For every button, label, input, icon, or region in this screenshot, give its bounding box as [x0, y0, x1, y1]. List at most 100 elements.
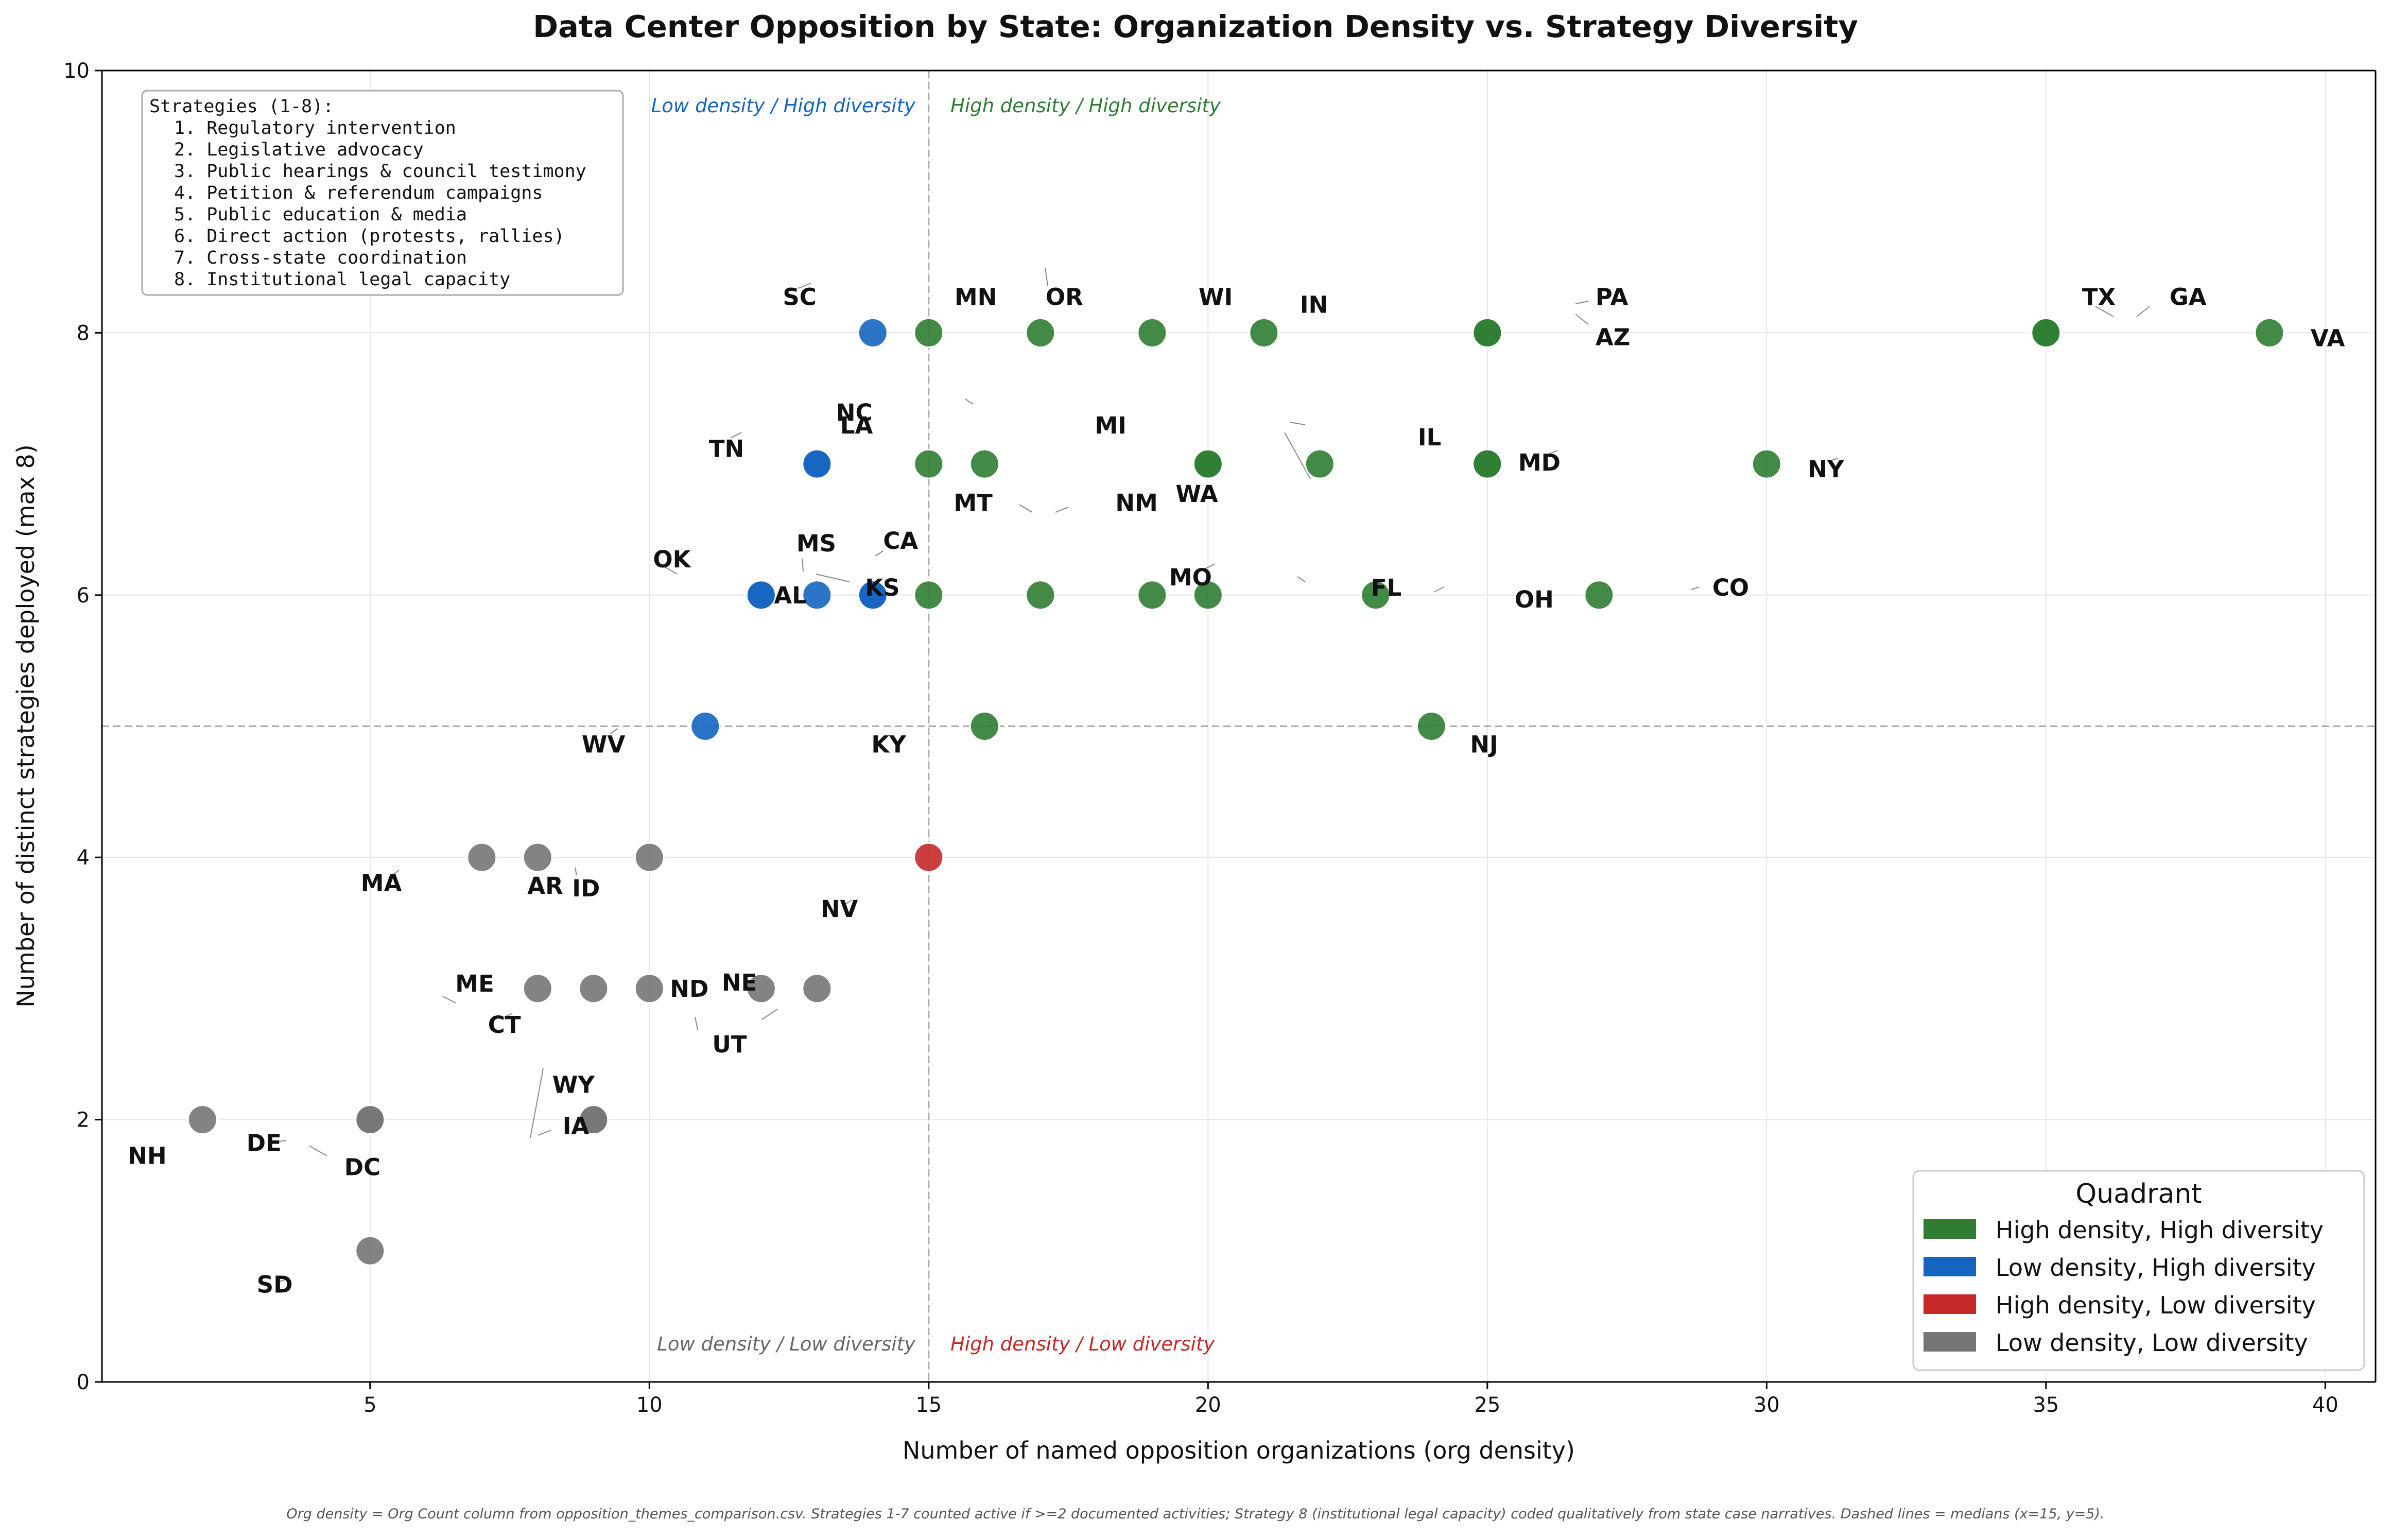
state-label: PA — [1596, 283, 1628, 310]
state-label: ND — [670, 975, 708, 1002]
leader-line — [1019, 504, 1033, 513]
leader-line — [2095, 306, 2114, 317]
state-label: MT — [954, 489, 993, 516]
leader-line — [761, 1009, 778, 1020]
leader-lines — [275, 267, 2150, 1283]
state-label: VA — [2311, 324, 2345, 352]
leader-line — [308, 1145, 327, 1156]
legend-swatch-ll — [1924, 1332, 1976, 1352]
state-label: CO — [1712, 574, 1749, 601]
state-label: WA — [1175, 480, 1218, 508]
legend-label-hl: High density, Low diversity — [1996, 1291, 2316, 1319]
state-label: AZ — [1596, 323, 1630, 351]
state-label: IN — [1300, 291, 1328, 318]
leader-line — [530, 1068, 544, 1138]
state-label: OK — [653, 546, 691, 573]
data-points — [187, 317, 2285, 1266]
point-md — [1472, 448, 1503, 479]
point-nv — [913, 842, 944, 873]
quadrant-label-top-right: High density / High diversity — [950, 95, 1221, 117]
x-tick-label: 15 — [915, 1393, 942, 1417]
strategy-item: 2. Legislative advocacy — [174, 140, 424, 160]
median-lines — [102, 71, 2376, 1382]
legend-label-lh: Low density, High diversity — [1996, 1254, 2316, 1282]
state-label: AR — [527, 872, 563, 899]
chart-title: Data Center Opposition by State: Organiz… — [533, 9, 1858, 44]
leader-line — [695, 1016, 698, 1030]
leader-line — [275, 1140, 286, 1143]
leader-line — [442, 996, 456, 1003]
leader-line — [798, 283, 811, 289]
leader-line — [841, 899, 853, 907]
state-label: NY — [1808, 456, 1845, 483]
point-ny — [1751, 448, 1782, 479]
point-ct — [578, 973, 609, 1004]
point-ut — [746, 973, 776, 1004]
axis-lines — [101, 70, 2377, 1383]
leader-line — [1045, 267, 1048, 286]
legend-label-hh: High density, High diversity — [1996, 1216, 2324, 1244]
state-label: OR — [1046, 283, 1083, 310]
y-axis-ticks: 0 2 4 6 8 10 — [63, 59, 102, 1394]
point-wi — [1137, 317, 1168, 348]
point-co — [1584, 580, 1615, 611]
state-label: ME — [455, 970, 494, 997]
quadrant-label-bottom-left: Low density / Low diversity — [657, 1333, 916, 1355]
state-label: UT — [712, 1031, 747, 1058]
y-tick-label: 0 — [77, 1371, 90, 1394]
leader-line — [1830, 458, 1839, 461]
state-label: SC — [783, 283, 816, 310]
point-sd — [355, 1235, 386, 1266]
state-label: LA — [840, 412, 873, 439]
point-or — [1025, 317, 1056, 348]
legend-swatch-lh — [1924, 1257, 1976, 1276]
point-ma — [466, 842, 497, 873]
state-label: TX — [2082, 283, 2116, 310]
point-nd — [634, 973, 665, 1004]
point-nh — [187, 1104, 218, 1135]
point-al — [746, 580, 776, 611]
strategies-box-title: Strategies (1-8): — [149, 96, 334, 117]
leader-line — [1433, 586, 1445, 593]
state-label: MA — [361, 870, 402, 897]
leader-line — [501, 1013, 513, 1019]
point-nj — [1416, 711, 1447, 741]
state-label: WV — [582, 731, 626, 758]
x-tick-label: 10 — [636, 1393, 663, 1417]
point-mo2 — [1192, 580, 1223, 611]
leader-line — [538, 1130, 551, 1136]
point-ky — [969, 711, 1000, 741]
state-label: NM — [1115, 489, 1157, 516]
y-tick-label: 2 — [77, 1109, 90, 1132]
point-mn — [913, 317, 944, 348]
x-tick-label: 40 — [2312, 1393, 2338, 1417]
state-label: KY — [871, 731, 907, 758]
state-label: IA — [563, 1113, 590, 1140]
state-label: NH — [128, 1143, 166, 1170]
legend-title: Quadrant — [2075, 1179, 2202, 1209]
state-label: MO — [1169, 564, 1212, 591]
leader-line — [1204, 563, 1216, 569]
footnote: Org density = Org Count column from oppo… — [286, 1506, 2104, 1522]
leader-line — [2136, 306, 2150, 317]
state-label: AL — [774, 582, 807, 609]
point-ar — [522, 842, 553, 873]
leader-line — [816, 574, 850, 582]
point-me — [522, 973, 553, 1004]
strategy-item: 7. Cross-state coordination — [174, 248, 467, 268]
point-fl2 — [913, 580, 944, 611]
point-mt — [969, 448, 1000, 479]
state-label: GA — [2170, 283, 2207, 310]
y-tick-label: 4 — [77, 846, 90, 870]
strategy-item: 3. Public hearings & council testimony — [174, 161, 586, 182]
y-tick-label: 8 — [77, 321, 90, 345]
y-axis-label: Number of distinct strategies deployed (… — [12, 444, 40, 1008]
legend-swatch-hh — [1924, 1219, 1976, 1239]
leader-line — [575, 867, 577, 876]
state-label: NE — [722, 969, 757, 996]
leader-line — [1297, 576, 1306, 582]
x-tick-label: 30 — [1754, 1393, 1780, 1417]
strategy-item: 4. Petition & referendum campaigns — [174, 183, 543, 203]
state-label: DC — [344, 1154, 380, 1181]
